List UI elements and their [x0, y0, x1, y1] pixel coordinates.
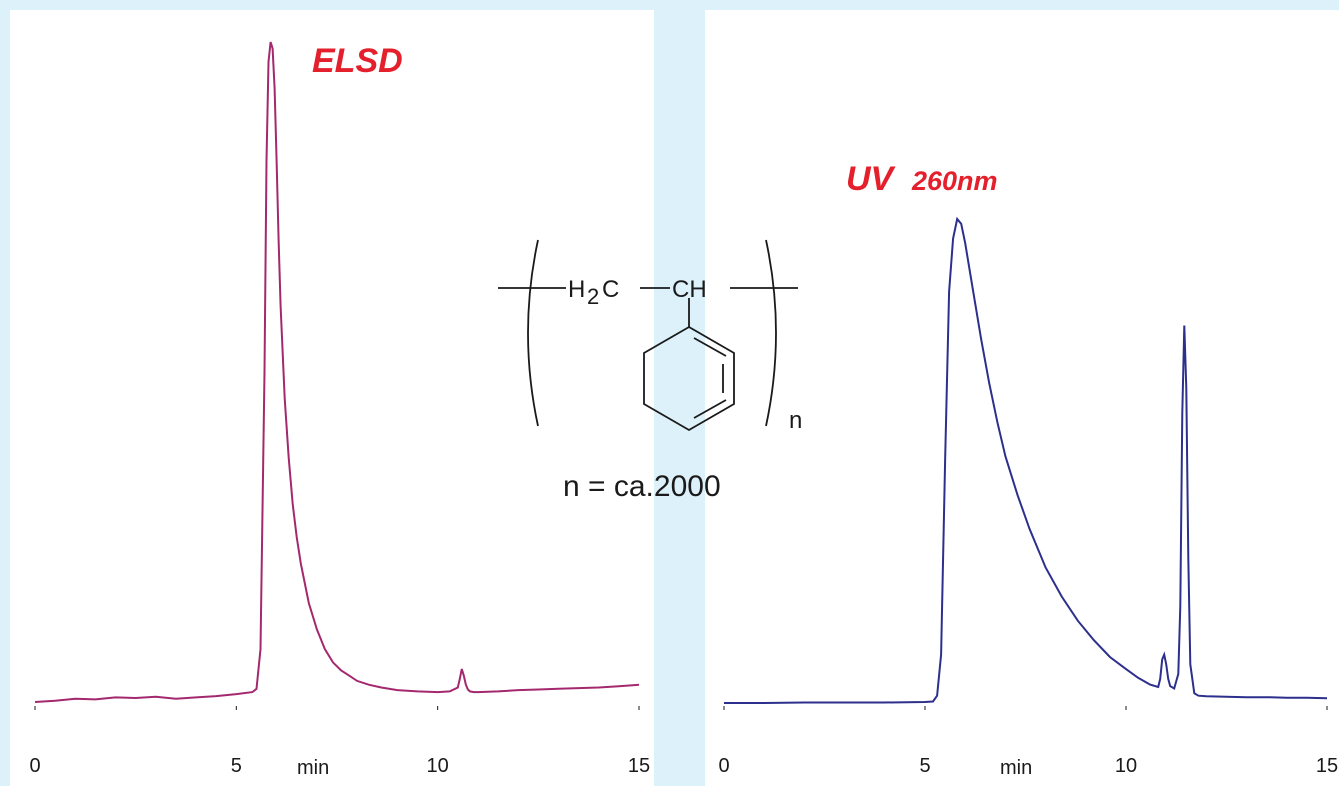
elsd-x-unit: min — [297, 757, 329, 779]
polystyrene-structure — [498, 239, 798, 432]
elsd-tick-label-10: 10 — [427, 755, 449, 777]
elsd-tick-label-5: 5 — [231, 755, 242, 777]
uv-tick-label-10: 10 — [1115, 755, 1137, 777]
benzene-ring — [643, 325, 735, 432]
ch2-label-sub: 2 — [587, 284, 599, 309]
elsd-chart: 0 5 10 15 ELSD min — [29, 41, 650, 779]
uv-panel — [705, 10, 1339, 786]
uv-ticks: 0 5 10 15 — [718, 706, 1338, 777]
ring-double-3 — [693, 399, 727, 419]
elsd-panel — [10, 10, 654, 786]
elsd-title: ELSD — [312, 42, 403, 80]
uv-tick-label-15: 15 — [1316, 755, 1338, 777]
ch2-label-c: C — [602, 276, 619, 303]
elsd-ticks: 0 5 10 15 — [29, 706, 650, 777]
repeat-subscript: n — [789, 407, 802, 434]
right-bracket — [765, 239, 777, 427]
uv-chart: 0 5 10 15 UV 260nm min — [718, 160, 1338, 779]
degree-note: n = ca.2000 — [563, 470, 721, 503]
elsd-tick-label-0: 0 — [29, 755, 40, 777]
ch2-label-h: H — [568, 276, 585, 303]
uv-trace — [724, 216, 1328, 704]
uv-tick-label-5: 5 — [919, 755, 930, 777]
uv-x-unit: min — [1000, 757, 1032, 779]
elsd-trace — [34, 41, 640, 703]
ch-label: CH — [672, 276, 707, 303]
ring-double-1 — [693, 337, 727, 357]
elsd-tick-label-15: 15 — [628, 755, 650, 777]
uv-title: UV — [846, 160, 897, 198]
left-bracket — [527, 239, 539, 427]
uv-tick-label-0: 0 — [718, 755, 729, 777]
uv-subtitle: 260nm — [911, 166, 998, 196]
